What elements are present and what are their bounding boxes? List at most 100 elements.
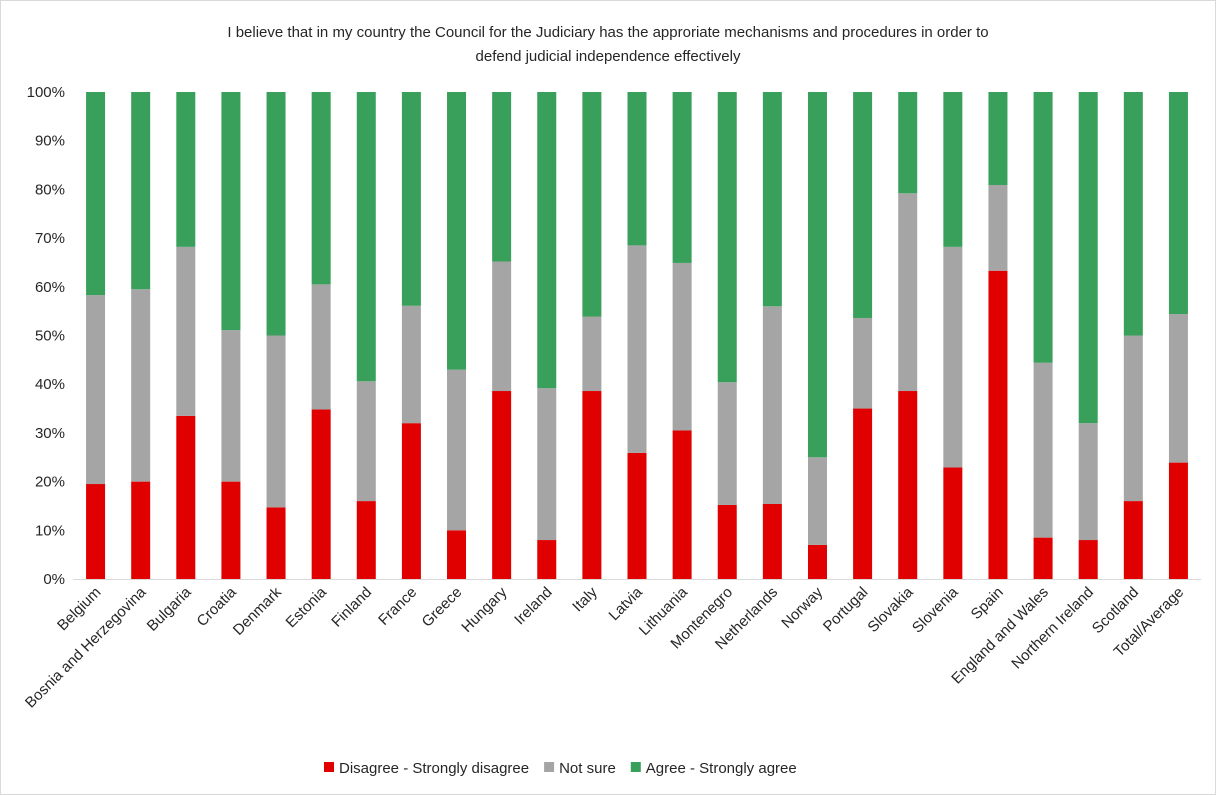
bar-segment-not-sure <box>582 316 602 392</box>
y-tick-label: 60% <box>35 279 65 296</box>
bar-stack <box>1078 92 1098 579</box>
y-tick-label: 70% <box>35 230 65 247</box>
bar-stack <box>492 92 512 579</box>
chart-title-line-1: I believe that in my country the Council… <box>227 24 988 41</box>
bar-segment-disagree <box>1168 462 1188 579</box>
y-tick-label: 90% <box>35 133 65 150</box>
bar-segment-agree <box>762 92 782 307</box>
y-tick-label: 30% <box>35 425 65 442</box>
y-tick-label: 20% <box>35 474 65 491</box>
bar-segment-not-sure <box>1033 362 1053 538</box>
bar-segment-agree <box>853 92 873 318</box>
bar-segment-not-sure <box>401 305 421 424</box>
bar-segment-disagree <box>717 504 737 579</box>
bar-segment-agree <box>672 92 692 263</box>
x-tick-label: Hungary <box>458 583 510 635</box>
x-tick-label: Norway <box>778 583 826 631</box>
bar-segment-agree <box>1168 92 1188 315</box>
legend-label: Not sure <box>559 760 616 777</box>
bar-stack <box>401 92 421 579</box>
bar-segment-agree <box>717 92 737 383</box>
y-tick-label: 100% <box>27 84 65 101</box>
bar-segment-disagree <box>1123 501 1143 579</box>
bar-segment-disagree <box>492 391 512 579</box>
bar-segment-disagree <box>627 452 647 579</box>
y-tick-label: 50% <box>35 328 65 345</box>
bar-segment-agree <box>943 92 963 247</box>
bar-segment-agree <box>401 92 421 306</box>
bar-segment-disagree <box>356 501 376 579</box>
bar-segment-disagree <box>943 467 963 579</box>
legend-swatch <box>630 762 641 772</box>
bar-stack <box>853 92 873 579</box>
bar-stack <box>131 92 151 579</box>
x-tick-label: Latvia <box>606 583 647 624</box>
bar-segment-disagree <box>762 504 782 579</box>
bar-segment-not-sure <box>221 330 241 482</box>
bar-stack <box>447 92 467 579</box>
bar-stack <box>86 92 106 579</box>
bar-segment-disagree <box>86 484 106 579</box>
bar-segment-agree <box>898 92 918 194</box>
legend-swatch <box>324 762 334 772</box>
bar-segment-disagree <box>807 544 827 579</box>
y-tick-label: 10% <box>35 522 65 539</box>
bar-segment-disagree <box>853 408 873 579</box>
bar-segment-not-sure <box>356 381 376 502</box>
bar-stack <box>176 92 196 579</box>
bar-stack <box>1033 92 1053 579</box>
bar-stack <box>807 92 827 579</box>
bar-segment-not-sure <box>988 185 1008 271</box>
bar-stack <box>221 92 241 579</box>
bar-segment-disagree <box>1078 540 1098 579</box>
bar-stack <box>582 92 602 579</box>
bar-segment-not-sure <box>853 317 873 409</box>
bar-stack <box>1168 92 1188 579</box>
bar-stack <box>537 92 557 579</box>
x-tick-label: Spain <box>968 584 1007 623</box>
bars-group <box>86 92 1188 579</box>
x-tick-label: Bulgaria <box>144 583 195 634</box>
chart-title: I believe that in my country the Council… <box>227 24 988 65</box>
bar-segment-agree <box>447 92 467 370</box>
bar-segment-disagree <box>266 507 286 579</box>
chart-title-line-2: defend judicial independence effectively <box>476 48 741 65</box>
bar-segment-agree <box>1078 92 1098 424</box>
bar-segment-not-sure <box>311 284 331 410</box>
bar-segment-disagree <box>672 430 692 579</box>
bar-segment-agree <box>86 92 106 296</box>
bar-stack <box>356 92 376 579</box>
bar-segment-not-sure <box>898 193 918 392</box>
bar-segment-disagree <box>447 530 467 579</box>
bar-segment-not-sure <box>447 369 467 531</box>
bar-segment-not-sure <box>176 246 196 416</box>
bar-stack <box>1123 92 1143 579</box>
bar-segment-not-sure <box>537 388 557 541</box>
bar-segment-disagree <box>131 481 151 579</box>
bar-stack <box>311 92 331 579</box>
bar-segment-agree <box>807 92 827 458</box>
x-tick-label: Northern Ireland <box>1008 584 1097 673</box>
bar-segment-not-sure <box>762 306 782 504</box>
bar-stack <box>266 92 286 579</box>
bar-segment-agree <box>1123 92 1143 336</box>
bar-segment-not-sure <box>627 245 647 453</box>
bar-segment-disagree <box>582 391 602 579</box>
x-tick-label: Ireland <box>511 584 555 628</box>
legend-label: Agree - Strongly agree <box>646 760 797 777</box>
bar-segment-disagree <box>988 270 1008 579</box>
x-tick-label: France <box>375 584 420 629</box>
x-tick-label: Slovakia <box>864 583 917 636</box>
bar-segment-agree <box>537 92 557 389</box>
bar-segment-agree <box>1033 92 1053 363</box>
bar-segment-disagree <box>537 540 557 579</box>
x-tick-label: Portugal <box>820 584 872 636</box>
bar-stack <box>762 92 782 579</box>
bar-segment-agree <box>627 92 647 246</box>
bar-segment-not-sure <box>717 382 737 505</box>
bar-segment-agree <box>988 92 1008 186</box>
bar-segment-not-sure <box>1168 314 1188 463</box>
bar-segment-agree <box>266 92 286 336</box>
